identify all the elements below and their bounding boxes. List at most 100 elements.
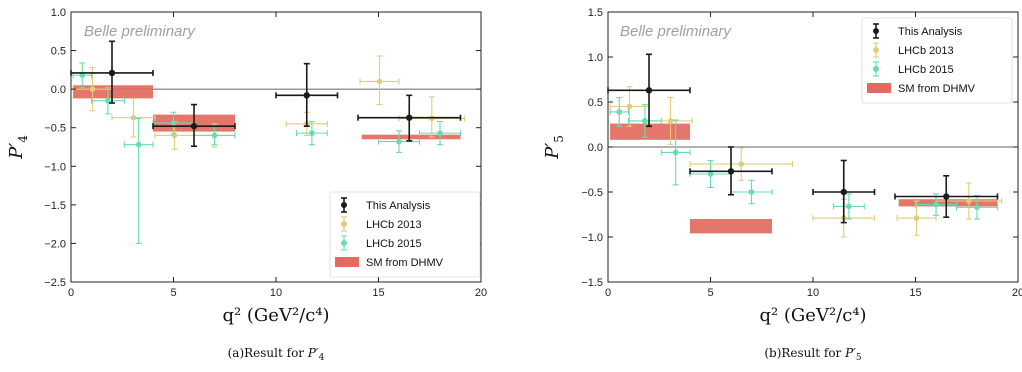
point-marker: [105, 97, 111, 104]
point-marker: [667, 118, 674, 124]
data-point: [295, 120, 328, 146]
panel-p5: Belle preliminary 0 5 10 15 20 −1.5 −1.0 −0.5 0.0…: [542, 7, 1022, 363]
caption-label: (a)Result for: [228, 346, 308, 360]
point-marker: [966, 198, 972, 204]
legend-item: This Analysis: [341, 197, 431, 213]
legend-swatch-marker: [873, 47, 879, 53]
legend: This Analysis LHCb 2013 LHCb 2015 SM from D…: [861, 17, 1013, 104]
data-point: [152, 103, 236, 148]
y-axis-title: P′5: [542, 135, 566, 160]
x-tick-label: 10: [270, 287, 282, 299]
y-tick-label: 0.5: [588, 97, 603, 109]
point-marker: [135, 141, 142, 148]
sm-band-bin: [361, 134, 461, 140]
legend-swatch-marker: [341, 240, 347, 246]
data-point: [689, 147, 794, 181]
y-tick-label: −1.5: [581, 277, 603, 289]
x-tick-label: 20: [1012, 287, 1022, 299]
y-axis-title: P′4: [6, 135, 30, 160]
point-marker: [974, 204, 980, 211]
caption-label: (b)Result for: [764, 346, 845, 360]
y-tick-label: −1.0: [44, 161, 66, 173]
legend-label: SM from DHMV: [898, 83, 976, 95]
series-lhcb-2015: [609, 96, 999, 220]
point-marker: [642, 118, 648, 124]
y-tick-label: −1.0: [581, 232, 603, 244]
legend-swatch: [335, 257, 359, 267]
point-marker: [616, 109, 623, 115]
x-axis-title: q² (GeV²/c⁴): [759, 305, 866, 326]
legend-item: LHCb 2015: [873, 61, 954, 77]
data-point: [123, 117, 154, 244]
data-point: [90, 87, 125, 115]
point-marker: [406, 114, 413, 121]
legend-swatch-marker: [873, 66, 879, 72]
caption-subscript: 4: [319, 353, 325, 363]
data-point: [689, 159, 732, 189]
point-marker: [748, 189, 755, 195]
y-tick-label: 0.0: [51, 84, 66, 96]
y-tick-label: −0.5: [581, 187, 603, 199]
legend-label: SM from DHMV: [366, 257, 444, 269]
point-marker: [626, 103, 633, 110]
y-tick-label: 0.0: [588, 142, 603, 154]
legend-label: LHCb 2013: [898, 45, 954, 57]
data-point: [660, 119, 691, 186]
legend-item: SM from DHMV: [335, 257, 444, 269]
point-marker: [738, 161, 745, 167]
x-tick-label: 5: [707, 287, 713, 299]
x-tick-label: 10: [807, 287, 819, 299]
legend-item: SM from DHMV: [867, 83, 976, 95]
sm-band-bin: [898, 199, 998, 207]
x-tick-label: 15: [909, 287, 921, 299]
x-tick-label: 20: [475, 287, 487, 299]
point-marker: [913, 215, 920, 221]
legend-box: [329, 191, 481, 278]
point-marker: [130, 114, 137, 121]
y-tick-label: 0.5: [51, 46, 66, 58]
data-point: [72, 62, 93, 89]
legend-box: [861, 17, 1013, 104]
legend-label: This Analysis: [366, 200, 431, 212]
point-marker: [303, 92, 310, 99]
point-marker: [846, 203, 852, 210]
data-point: [896, 200, 937, 236]
watermark-label: Belle preliminary: [620, 23, 732, 40]
point-marker: [943, 193, 950, 200]
legend-label: LHCb 2015: [898, 64, 954, 76]
point-marker: [727, 168, 735, 175]
data-point: [359, 55, 400, 106]
data-point: [832, 193, 865, 220]
y-axis-subscript: 4: [16, 135, 30, 143]
point-marker: [89, 86, 96, 92]
point-marker: [672, 149, 679, 156]
y-tick-label: −0.5: [44, 123, 66, 135]
point-marker: [211, 132, 218, 139]
panel-caption: (a)Result for P′4: [228, 346, 325, 363]
point-marker: [645, 87, 653, 94]
legend-swatch-marker: [341, 202, 347, 208]
caption-symbol: P′: [307, 346, 319, 360]
point-marker: [309, 130, 315, 136]
y-tick-label: 1.5: [588, 7, 603, 19]
data-point: [627, 104, 662, 138]
y-tick-label: 1.0: [51, 7, 66, 19]
data-point: [111, 97, 156, 138]
legend-label: LHCb 2013: [366, 219, 422, 231]
point-marker: [170, 120, 177, 126]
x-tick-label: 5: [170, 287, 176, 299]
data-point: [609, 96, 630, 127]
series-this-analysis: [70, 40, 462, 148]
legend-item: LHCb 2013: [341, 216, 422, 232]
point-marker: [79, 72, 86, 79]
data-point: [894, 175, 999, 218]
data-point: [812, 159, 876, 224]
legend: This Analysis LHCb 2013 LHCb 2015 SM from D…: [329, 191, 481, 278]
y-tick-label: −1.5: [44, 200, 66, 212]
data-point: [70, 40, 154, 104]
legend-item: This Analysis: [873, 23, 963, 39]
x-tick-label: 0: [68, 287, 74, 299]
point-marker: [933, 201, 939, 208]
watermark-label: Belle preliminary: [84, 23, 196, 40]
